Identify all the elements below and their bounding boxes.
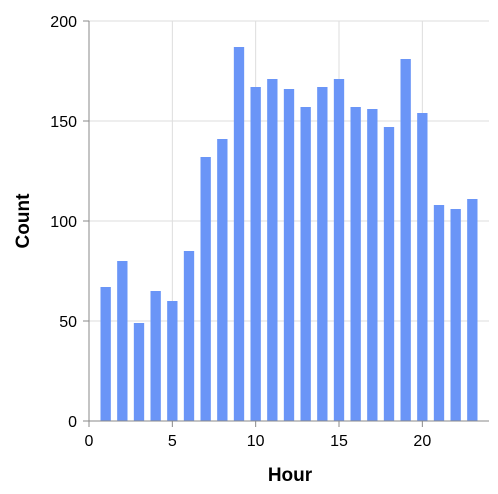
bar-hour-5 <box>167 301 178 421</box>
bar-hour-13 <box>300 107 311 421</box>
bar-hour-1 <box>100 287 111 421</box>
bar-hour-16 <box>350 107 361 421</box>
x-tick-label: 0 <box>85 433 94 450</box>
x-tick-label: 20 <box>413 433 431 450</box>
x-tick-label: 10 <box>247 433 265 450</box>
x-axis-title: Hour <box>268 465 313 486</box>
bar-hour-20 <box>417 113 428 421</box>
y-tick-label: 50 <box>59 314 77 331</box>
bars <box>100 47 478 421</box>
y-tick-label: 100 <box>50 214 77 231</box>
bar-hour-8 <box>217 139 228 421</box>
bar-hour-17 <box>367 109 378 421</box>
bar-hour-18 <box>383 127 395 421</box>
y-axis-ticks: 0 50 100 150 200 <box>50 14 89 431</box>
bar-hour-23 <box>467 199 478 421</box>
bar-hour-19 <box>400 59 411 421</box>
bar-hour-7 <box>200 157 211 421</box>
y-tick-label: 200 <box>50 14 77 31</box>
bar-hour-12 <box>283 89 295 421</box>
bar-hour-22 <box>450 209 461 421</box>
bar-hour-15 <box>333 79 345 421</box>
y-axis-title: Count <box>13 193 34 249</box>
x-tick-label: 5 <box>168 433 177 450</box>
bar-hour-21 <box>433 205 445 421</box>
bar-hour-10 <box>250 87 261 421</box>
bar-hour-14 <box>317 87 328 421</box>
bar-hour-4 <box>150 291 161 421</box>
x-tick-label: 15 <box>330 433 348 450</box>
x-axis-ticks: 0 5 10 15 20 <box>85 421 431 450</box>
bar-hour-2 <box>117 261 128 421</box>
bar-hour-11 <box>267 79 278 421</box>
bar-hour-9 <box>233 47 245 421</box>
bar-hour-6 <box>183 251 195 421</box>
y-tick-label: 150 <box>50 114 77 131</box>
y-tick-label: 0 <box>68 414 77 431</box>
bar-hour-3 <box>133 323 145 421</box>
